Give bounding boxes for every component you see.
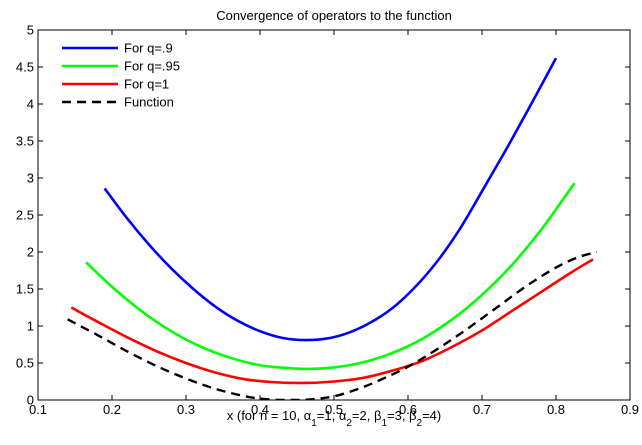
y-tick-label: 2 — [27, 245, 34, 260]
legend: For q=.9 For q=.95 For q=1 Function — [62, 41, 180, 110]
x-tick-label: 0.3 — [177, 402, 195, 417]
x-axis-label: x (for n = 10, α1=1, α2=2, β1=3, β2=4) — [227, 408, 442, 429]
x-tick-label: 0.6 — [399, 402, 417, 417]
y-tick-label: 0 — [27, 393, 34, 408]
y-tick-label: 4 — [27, 97, 34, 112]
x-tick-label: 0.4 — [251, 402, 269, 417]
x-tick-label: 0.2 — [103, 402, 121, 417]
y-tick-label: 1.5 — [16, 282, 34, 297]
x-tick-label: 0.5 — [325, 402, 343, 417]
y-tick-label: 3 — [27, 171, 34, 186]
x-tick-label: 0.1 — [29, 402, 47, 417]
series-line-for-q-9 — [103, 57, 558, 342]
series-layer — [67, 57, 598, 400]
y-tick-label: 0.5 — [16, 356, 34, 371]
legend-label-for-q-95: For q=.95 — [124, 59, 180, 74]
x-tick-label: 0.8 — [547, 402, 565, 417]
y-tick-label: 5 — [27, 23, 34, 38]
y-tick-label: 2.5 — [16, 208, 34, 223]
axis-ticks: 0.1 0.2 0.3 0.4 0.5 0.6 0.7 0.8 0.9 0 0.5 1 1.5 2 2.5 3… — [16, 23, 639, 418]
series-line-for-q-1 — [70, 258, 594, 385]
series-line-function — [67, 250, 598, 400]
x-tick-label: 0.7 — [473, 402, 491, 417]
legend-label-for-q-1: For q=1 — [124, 77, 169, 92]
series-line-for-q-95 — [85, 182, 576, 371]
legend-label-function: Function — [124, 95, 174, 110]
chart-title: Convergence of operators to the function — [216, 8, 452, 23]
legend-label-for-q-9: For q=.9 — [124, 41, 173, 56]
x-tick-label: 0.9 — [621, 402, 639, 417]
y-tick-label: 3.5 — [16, 134, 34, 149]
y-tick-label: 1 — [27, 319, 34, 334]
y-tick-label: 4.5 — [16, 60, 34, 75]
